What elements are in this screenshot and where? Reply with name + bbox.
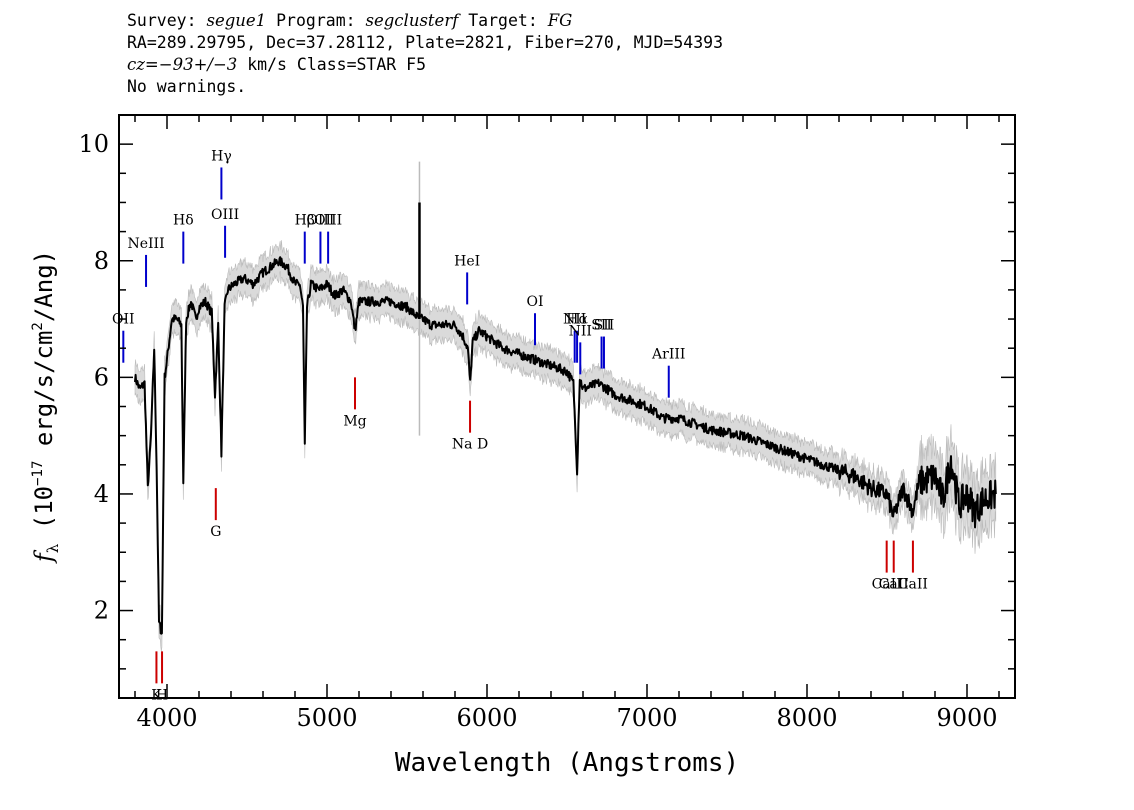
x-axis-label: Wavelength (Angstroms) (395, 748, 739, 778)
absorption-line-label-4: Na D (452, 437, 488, 453)
y-tick-label-2: 2 (94, 597, 109, 625)
axis-ticks (119, 114, 1015, 698)
x-tick-label-4000: 4000 (136, 704, 197, 732)
y-axis-label: fλ (10−17 erg/s/cm2/Ang) (30, 250, 62, 564)
survey-value: segue1 (206, 11, 267, 30)
redshift-value: cz=−93+/−3 (127, 55, 238, 74)
flux-line (134, 256, 997, 635)
spectrum-header: Survey: segue1 Program: segclusterf Targ… (127, 10, 723, 98)
header-line-survey: Survey: segue1 Program: segclusterf Targ… (127, 10, 723, 32)
plot-frame (118, 114, 1016, 699)
absorption-line-label-2: G (210, 524, 221, 540)
absorption-line-label-7: CaII (898, 577, 928, 593)
flux-error-area (134, 240, 997, 652)
header-line-redshift: cz=−93+/−3 km/s Class=STAR F5 (127, 54, 723, 76)
target-value: FG (547, 11, 573, 30)
program-value: segclusterf (365, 11, 459, 30)
class-value: km/s Class=STAR F5 (237, 55, 427, 74)
emission-line-label-11: Hα (566, 312, 588, 328)
flux-error-band (134, 161, 997, 652)
y-tick-label-4: 4 (94, 480, 109, 508)
y-tick-label-10: 10 (78, 130, 109, 158)
x-tick-label-9000: 9000 (936, 704, 997, 732)
emission-line-label-4: OIII (211, 207, 239, 223)
program-label: Program: (266, 11, 366, 30)
emission-line-label-12: NII (569, 323, 592, 339)
emission-line-label-5: Hβ (295, 213, 315, 229)
emission-line-label-8: HeI (454, 253, 480, 269)
x-tick-label-8000: 8000 (776, 704, 837, 732)
emission-line-label-7: OIII (314, 213, 342, 229)
target-label: Target: (458, 11, 548, 30)
emission-line-label-1: NeIII (127, 236, 164, 252)
y-tick-label-6: 6 (94, 363, 109, 391)
x-tick-label-6000: 6000 (456, 704, 517, 732)
emission-line-label-14: SII (594, 318, 615, 334)
y-tick-label-8: 8 (94, 247, 109, 275)
axis-tick-labels: 4000 5000 6000 7000 8000 9000 2 4 6 8 10 (78, 130, 997, 732)
x-tick-label-7000: 7000 (616, 704, 677, 732)
emission-line-label-6: OIII (306, 213, 334, 229)
absorption-line-label-6: CaII (879, 577, 909, 593)
emission-line-label-3: Hγ (211, 148, 232, 164)
emission-line-label-9: OI (526, 294, 543, 310)
absorption-line-label-3: Mg (343, 413, 366, 429)
absorption-line-label-5: CaII (872, 577, 902, 593)
header-line-coordinates: RA=289.29795, Dec=37.28112, Plate=2821, … (127, 33, 724, 52)
absorption-line-label-0: K (151, 687, 162, 703)
emission-line-label-15: ArIII (651, 347, 685, 363)
emission-line-label-13: SII (591, 318, 612, 334)
flux-series (134, 202, 997, 635)
emission-line-label-10: NII (563, 312, 586, 328)
x-tick-label-5000: 5000 (296, 704, 357, 732)
header-line-warnings: No warnings. (127, 77, 247, 96)
survey-label: Survey: (127, 11, 207, 30)
emission-line-label-2: Hδ (173, 213, 194, 229)
absorption-line-label-1: H (156, 687, 168, 703)
